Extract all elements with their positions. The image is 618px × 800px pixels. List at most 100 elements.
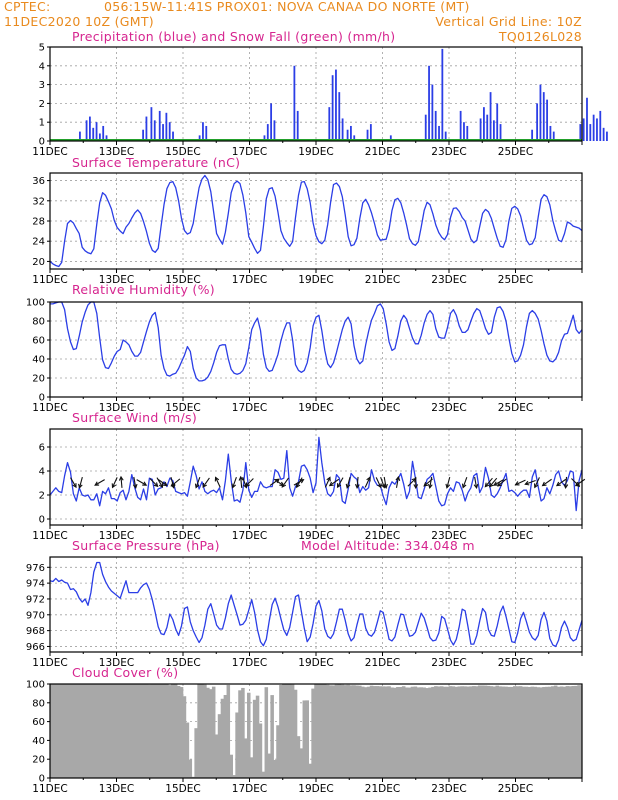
x-tick-label: 19DEC <box>298 146 333 158</box>
wind-arrow-head <box>541 481 547 487</box>
precip-bar-45 <box>463 122 465 141</box>
cloud-bar-60 <box>223 694 228 778</box>
precip-bar-68 <box>602 127 605 141</box>
wind-arrow-52 <box>574 478 586 487</box>
wind-arrow-shaft <box>149 478 159 487</box>
y-tick-label: 966 <box>26 642 45 653</box>
cloud-bar-71 <box>255 695 260 778</box>
y-tick-label: 100 <box>26 298 45 309</box>
cloud-bar-174 <box>556 686 561 778</box>
wind-arrow-shaft <box>446 476 451 488</box>
precip-panel: 0 1 2 3 4 5 11DEC 13DEC 15DEC 17DEC 19DEC 21DEC 23DE… <box>32 29 608 158</box>
precip-bar-27 <box>331 75 334 141</box>
wind-arrow-19 <box>269 478 280 487</box>
precip-bar-0 <box>79 131 81 141</box>
precip-bar-34 <box>366 129 369 141</box>
x-tick-label: 23DEC <box>431 146 466 158</box>
wind-arrow-shaft <box>395 476 399 488</box>
cloud-bar-181 <box>577 685 581 778</box>
precip-bar-31 <box>346 129 349 141</box>
wind-arrow-head <box>78 483 83 489</box>
cloud-bar-67 <box>244 738 248 778</box>
cloud-bar-63 <box>232 775 236 778</box>
y-tick-label: 0 <box>39 774 45 785</box>
source-label: CPTEC: <box>4 0 51 14</box>
wind-arrow-head <box>244 482 250 488</box>
cloud-bar-135 <box>442 686 447 778</box>
x-tick-label: 11DEC <box>32 402 67 414</box>
cloud-bar-168 <box>539 687 543 778</box>
wind-arrow-50 <box>563 476 569 490</box>
wind-arrow-shaft <box>70 477 77 488</box>
y-tick-label: 36 <box>32 176 45 187</box>
y-tick-label: 20 <box>32 755 45 766</box>
cloud-bar-82 <box>287 684 292 778</box>
cloud-bar-39 <box>162 684 166 778</box>
x-tick-label: 19DEC <box>298 402 333 414</box>
precip-bar-7 <box>105 135 108 141</box>
cloud-bar-34 <box>147 684 152 778</box>
precip-bar-65 <box>592 114 595 141</box>
cloud-bar-109 <box>366 686 371 778</box>
cloud-bar-180 <box>574 685 578 778</box>
wind-arrow-shaft <box>375 477 382 488</box>
x-tick-label: 25DEC <box>498 274 533 286</box>
y-tick-label: 100 <box>26 680 45 691</box>
cloud-bar-175 <box>559 686 564 778</box>
cloud-bar-146 <box>475 686 479 778</box>
wind-arrow-18 <box>244 478 254 488</box>
precip-bar-16 <box>172 131 174 141</box>
cloud-bar-45 <box>179 687 184 778</box>
precip-bar-51 <box>492 120 495 141</box>
cloud-bar-173 <box>553 685 558 778</box>
precip-bar-20 <box>263 135 266 141</box>
wind-arrow-shaft <box>136 479 147 486</box>
wind-arrow-head <box>445 483 451 489</box>
cloud-bar-50 <box>194 728 198 778</box>
cloud-bar-72 <box>258 723 263 778</box>
x-tick-label: 15DEC <box>165 783 200 795</box>
precip-bar-13 <box>162 124 164 141</box>
cloud-bar-43 <box>173 684 178 778</box>
wind-arrow-head <box>153 482 159 488</box>
y-tick-label: 2 <box>39 99 45 110</box>
wind-arrow-14 <box>214 476 221 488</box>
wind-arrow-head <box>497 482 503 487</box>
wind-arrow-shaft <box>171 478 181 487</box>
wind-arrow-shaft <box>542 478 552 487</box>
x-tick-label: 21DEC <box>365 783 400 795</box>
wind-arrow-shaft <box>429 476 433 488</box>
wind-arrow-head <box>381 483 386 489</box>
cloud-bar-11 <box>80 684 84 778</box>
wind-arrow-head <box>461 483 467 489</box>
wind-arrow-head <box>354 483 360 490</box>
wind-arrow-15 <box>231 477 237 489</box>
cloud-bar-55 <box>209 689 213 778</box>
cloud-bar-106 <box>358 685 362 778</box>
wind-arrow-shaft <box>556 478 567 487</box>
precip-bar-24 <box>293 65 296 141</box>
wind-series-line <box>49 436 583 512</box>
wind-arrow-head <box>326 476 331 482</box>
precip-bar-40 <box>434 110 437 141</box>
wind-arrow-shaft <box>346 476 351 488</box>
wind-arrow-shaft <box>281 477 290 488</box>
wind-arrow-head <box>214 476 220 482</box>
wind-arrow-head <box>336 483 342 489</box>
cloud-bar-32 <box>141 684 146 778</box>
wind-arrow-head <box>231 483 237 489</box>
cloud-bar-156 <box>504 686 508 778</box>
wind-arrow-head <box>296 483 301 489</box>
precip-bar-47 <box>479 118 482 141</box>
cloud-bar-56 <box>211 686 216 778</box>
cloud-bar-123 <box>407 687 412 778</box>
x-tick-label: 11DEC <box>32 657 67 669</box>
cloud-bar-85 <box>296 736 301 778</box>
cloud-bar-74 <box>264 687 269 778</box>
cloud-bar-20 <box>106 684 111 778</box>
cloud-bar-149 <box>483 685 488 778</box>
cloud-bar-41 <box>168 685 172 778</box>
precip-bar-59 <box>549 125 552 141</box>
precip-bar-52 <box>496 103 499 141</box>
wind-panel: 0 2 4 6 11DEC 13DEC 15DEC 17DEC 19DEC 21DEC 23DEC 2… <box>32 410 586 542</box>
